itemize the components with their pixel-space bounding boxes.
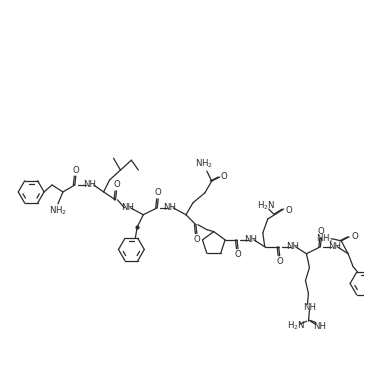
Text: NH: NH <box>164 203 177 212</box>
Text: H$_2$N: H$_2$N <box>257 200 275 212</box>
Text: O: O <box>285 205 292 215</box>
Text: NH$_2$: NH$_2$ <box>195 158 213 170</box>
Text: NH: NH <box>245 235 257 244</box>
Text: NH: NH <box>121 203 134 212</box>
Text: H$_2$N: H$_2$N <box>287 320 306 333</box>
Text: O: O <box>193 235 200 244</box>
Text: NH: NH <box>328 242 341 251</box>
Text: O: O <box>318 227 325 237</box>
Text: NH: NH <box>83 180 96 189</box>
Text: NH: NH <box>286 242 299 251</box>
Text: O: O <box>220 172 227 181</box>
Text: O: O <box>113 180 120 189</box>
Text: O: O <box>235 250 241 259</box>
Text: O: O <box>155 188 162 197</box>
Text: NH$_2$: NH$_2$ <box>49 204 67 217</box>
Text: O: O <box>352 233 358 241</box>
Text: NH: NH <box>303 303 316 312</box>
Text: O: O <box>72 166 79 174</box>
Text: NH$_2$: NH$_2$ <box>316 233 334 245</box>
Text: NH: NH <box>313 322 326 331</box>
Text: O: O <box>276 257 283 266</box>
